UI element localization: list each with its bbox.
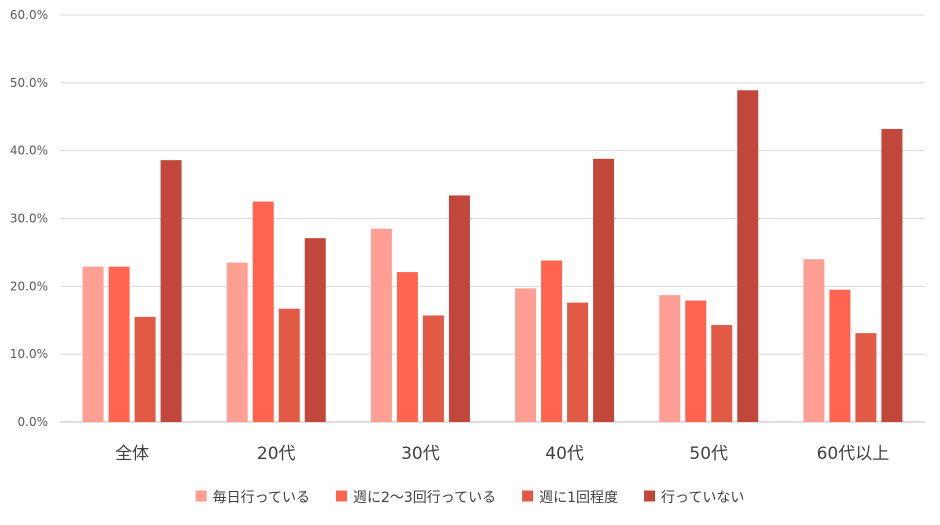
bar-3-2 [396, 272, 418, 422]
y-tick-label: 40.0% [10, 144, 48, 158]
legend-item: 毎日行っている [195, 490, 310, 506]
bars [82, 90, 903, 423]
y-tick-label: 0.0% [18, 415, 49, 429]
legend-item: 週に1回程度 [522, 490, 618, 506]
bar-2-4 [304, 238, 326, 422]
bar-6-4 [881, 128, 903, 422]
y-tick-label: 60.0% [10, 8, 48, 22]
bar-6-3 [855, 333, 877, 422]
bar-3-4 [448, 195, 470, 422]
x-axis-tick-labels: 全体 20代 30代 40代 50代 60代以上 [115, 444, 889, 464]
bar-1-1 [82, 266, 104, 422]
legend-label: 行っていない [661, 490, 744, 506]
y-tick-label: 30.0% [10, 212, 48, 226]
bar-4-2 [541, 260, 563, 422]
y-tick-label: 20.0% [10, 279, 48, 293]
y-tick-label: 50.0% [10, 76, 48, 90]
y-axis-tick-labels: 0.0% 10.0% 20.0% 30.0% 40.0% 50.0% 60.0% [10, 8, 48, 429]
bar-2-2 [252, 201, 274, 422]
bar-4-3 [567, 302, 589, 422]
legend: 毎日行っている 週に2〜3回行っている 週に1回程度 行っていない [195, 490, 744, 506]
legend-item: 行っていない [644, 490, 744, 506]
bar-3-3 [422, 315, 444, 422]
bar-2-1 [226, 262, 248, 422]
bar-3-1 [370, 228, 392, 422]
x-tick-label: 20代 [257, 444, 296, 464]
legend-item: 週に2〜3回行っている [335, 490, 496, 506]
bar-5-4 [737, 90, 759, 423]
bar-4-4 [593, 158, 615, 422]
x-tick-label: 50代 [689, 444, 728, 464]
legend-swatch [644, 490, 656, 502]
bar-5-2 [685, 300, 707, 422]
bar-1-2 [108, 266, 130, 422]
grid [60, 14, 925, 423]
bar-1-4 [160, 160, 182, 422]
x-tick-label: 60代以上 [817, 444, 890, 464]
legend-label: 週に2〜3回行っている [353, 490, 496, 506]
bar-1-3 [134, 316, 156, 422]
bar-5-3 [711, 324, 733, 422]
bar-2-3 [278, 308, 300, 422]
y-tick-label: 10.0% [10, 347, 48, 361]
bar-6-2 [829, 289, 851, 422]
bar-4-1 [515, 288, 537, 422]
legend-label: 毎日行っている [213, 490, 310, 506]
legend-swatch [522, 490, 534, 502]
bar-5-1 [659, 295, 681, 422]
legend-label: 週に1回程度 [539, 490, 618, 506]
x-tick-label: 30代 [401, 444, 440, 464]
legend-swatch [195, 490, 207, 502]
bar-6-1 [803, 259, 825, 422]
x-tick-label: 全体 [115, 444, 149, 464]
legend-swatch [335, 490, 347, 502]
x-tick-label: 40代 [545, 444, 584, 464]
